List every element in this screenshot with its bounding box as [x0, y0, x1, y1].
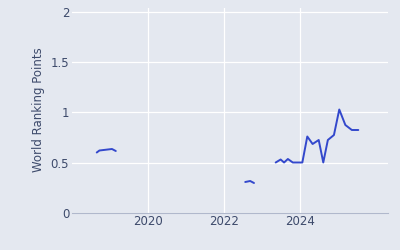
Y-axis label: World Ranking Points: World Ranking Points — [32, 48, 45, 172]
